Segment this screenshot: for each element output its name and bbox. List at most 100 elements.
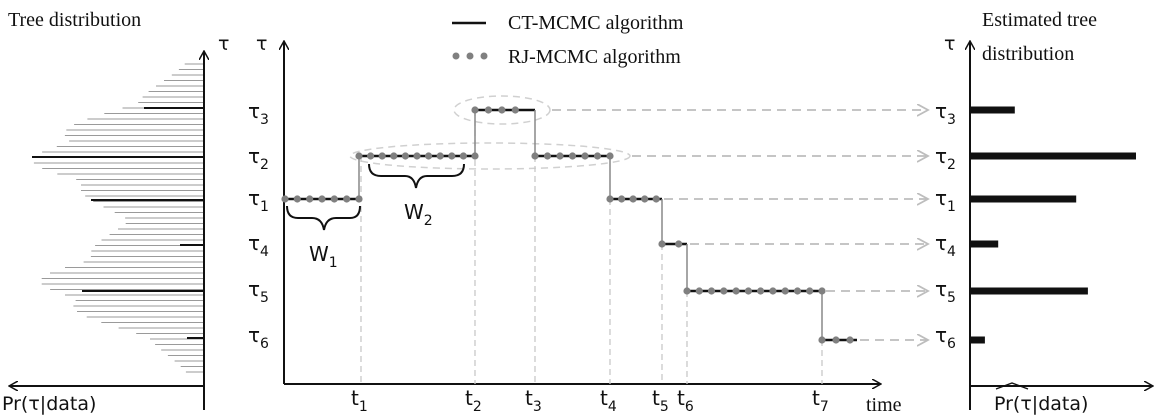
rj-sample-dot	[498, 106, 506, 114]
rj-sample-dot	[629, 195, 637, 203]
time-label-t6: t6	[677, 386, 694, 415]
estimated-bar-τ6	[970, 336, 985, 344]
right-state-label-tau1: τ1	[935, 186, 956, 215]
state-label-text: τ	[248, 99, 260, 123]
rj-sample-dot	[436, 152, 444, 160]
time-label-text: t	[652, 386, 660, 410]
highlight-ellipse-tau2	[349, 142, 631, 170]
legend-dot	[480, 52, 488, 60]
right-state-labels: τ3 τ2 τ1 τ4 τ5 τ6	[935, 99, 956, 352]
rj-sample-dot	[390, 152, 398, 160]
left-panel-title: Tree distribution	[8, 9, 141, 31]
rj-sample-dot	[425, 152, 433, 160]
window-label-text: W	[404, 200, 424, 224]
rj-sample-dot	[832, 336, 840, 344]
brace-w1	[286, 205, 361, 231]
rj-sample-dot	[781, 287, 789, 295]
highlight-ellipse-tau3	[453, 95, 551, 125]
state-label-subscript: 6	[947, 336, 956, 352]
right-panel-title-line2: distribution	[982, 43, 1074, 65]
state-label-subscript: 3	[260, 112, 269, 128]
time-label-subscript: 4	[608, 399, 617, 415]
time-label-t7: t7	[812, 386, 829, 415]
rj-sample-dot	[484, 106, 492, 114]
window-label-w2: W2	[404, 200, 433, 229]
rj-sample-dot	[618, 195, 626, 203]
rj-sample-dot	[367, 152, 375, 160]
rj-sample-dot	[606, 195, 614, 203]
rj-sample-dot	[658, 240, 666, 248]
left-axis-label: τ	[218, 33, 229, 55]
rj-sample-dot	[355, 195, 363, 203]
main-x-axis-label: time	[866, 394, 902, 415]
state-label-text: τ	[935, 99, 947, 123]
legend-dot	[466, 52, 474, 60]
rj-sample-dot	[306, 195, 314, 203]
window-label-subscript: 1	[329, 255, 338, 271]
rj-sample-dot	[757, 287, 765, 295]
rj-sample-dot	[675, 240, 683, 248]
time-label-subscript: 3	[533, 399, 542, 415]
legend-label-rj: RJ-MCMC algorithm	[508, 46, 681, 68]
time-label-subscript: 6	[685, 399, 694, 415]
window-label-text: W	[309, 242, 329, 266]
state-label-tau3: τ3	[248, 99, 269, 128]
left-panel: Tree distribution τ Pr(τ|data)	[2, 9, 229, 415]
left-distribution-bars	[32, 63, 204, 373]
rj-sample-dot	[652, 195, 660, 203]
state-label-tau1: τ1	[248, 186, 269, 215]
time-label-text: t	[812, 386, 820, 410]
right-panel-title-line1: Estimated tree	[982, 9, 1097, 31]
state-label-text: τ	[935, 144, 947, 168]
rj-sample-dot	[401, 152, 409, 160]
window-w1: W1	[286, 205, 361, 271]
state-label-subscript: 1	[947, 199, 956, 215]
state-label-text: τ	[935, 323, 947, 347]
brace-w2	[368, 163, 465, 189]
right-state-label-tau4: τ4	[935, 231, 956, 260]
rj-sample-dot	[732, 287, 740, 295]
rj-sample-dot	[330, 195, 338, 203]
rj-sample-dot	[448, 152, 456, 160]
rj-sample-dot	[806, 287, 814, 295]
state-label-text: τ	[935, 231, 947, 255]
rj-sample-dot	[641, 195, 649, 203]
rj-sample-dot	[543, 152, 552, 160]
hat-symbol	[995, 382, 1029, 390]
ct-mcmc-step-risers	[358, 110, 823, 340]
state-label-text: τ	[935, 186, 947, 210]
rj-sample-dot	[707, 287, 716, 295]
estimated-distribution-bars	[970, 106, 1136, 344]
time-label-text: t	[525, 386, 533, 410]
state-label-subscript: 6	[260, 336, 269, 352]
time-labels: t1 t2 t3 t4 t5 t6 t7	[351, 386, 829, 415]
rj-sample-dot	[471, 152, 479, 160]
mapping-arrows	[552, 110, 928, 340]
rj-sample-dot	[744, 287, 753, 295]
rj-sample-dot	[846, 336, 854, 344]
window-label-subscript: 2	[424, 213, 433, 229]
legend: CT-MCMC algorithm RJ-MCMC algorithm	[452, 12, 684, 68]
state-label-subscript: 4	[947, 244, 956, 260]
main-y-axis-label: τ	[256, 33, 267, 55]
state-label-text: τ	[248, 323, 260, 347]
rj-sample-dot	[568, 152, 577, 160]
state-label-tau5: τ5	[248, 277, 269, 306]
right-state-label-tau6: τ6	[935, 323, 956, 352]
rj-sample-dot	[593, 152, 602, 160]
rj-sample-dot	[581, 152, 589, 160]
estimated-bar-τ4	[970, 240, 999, 248]
right-x-label: Pr(τ|data)	[994, 393, 1088, 415]
main-panel: τ time CT-MCMC algorithm RJ-MCMC algorit…	[248, 12, 928, 415]
right-axis-label: τ	[944, 33, 955, 55]
rj-sample-dot	[818, 287, 826, 295]
state-label-tau6: τ6	[248, 323, 269, 352]
time-label-text: t	[677, 386, 685, 410]
rj-sample-dot	[769, 287, 777, 295]
rj-sample-dot	[343, 195, 351, 203]
rj-sample-dot	[511, 106, 519, 114]
time-label-t2: t2	[465, 386, 482, 415]
rj-sample-dot	[793, 287, 802, 295]
estimated-bar-τ3	[970, 106, 1015, 114]
time-label-subscript: 2	[473, 399, 482, 415]
